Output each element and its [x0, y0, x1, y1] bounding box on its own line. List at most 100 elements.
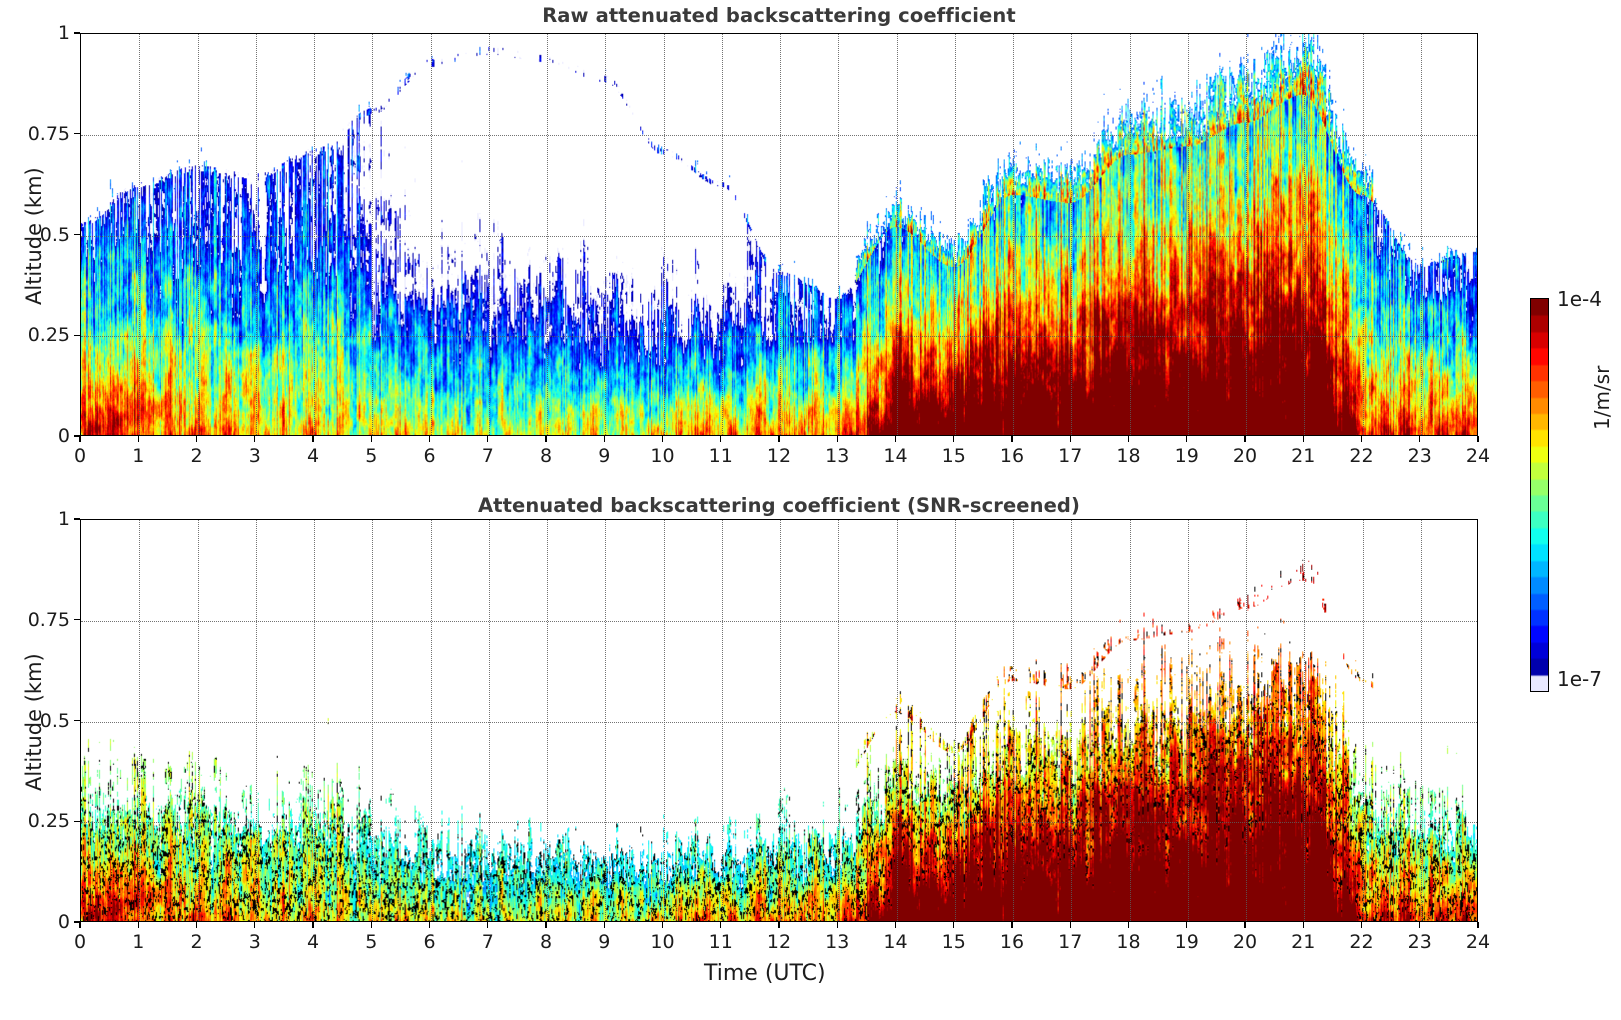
x-tick-bottom: [1244, 922, 1246, 928]
x-tick-label: 7: [481, 445, 494, 467]
x-tick-label: 24: [1465, 445, 1491, 467]
x-tick-label: 0: [73, 445, 87, 467]
x-tick-top: [1244, 436, 1246, 442]
y-tick-top: [74, 233, 80, 236]
x-tick-label: 9: [598, 931, 611, 953]
x-tick-label: 15: [941, 931, 966, 953]
x-tick-label: 9: [598, 445, 611, 467]
x-tick-top: [1069, 436, 1071, 442]
x-tick-label: 8: [539, 445, 553, 467]
x-tick-bottom: [1419, 922, 1421, 928]
x-tick-label: 23: [1407, 445, 1432, 467]
x-tick-label: 20: [1232, 445, 1258, 467]
colorbar-max-label: 1e-4: [1557, 287, 1602, 311]
x-tick-bottom: [1069, 922, 1071, 928]
y-tick-label: 0.5: [39, 223, 70, 246]
x-tick-top: [1302, 436, 1304, 442]
x-tick-label: 22: [1349, 931, 1374, 953]
y-tick-label: 0: [57, 425, 70, 447]
heatmap-screened: [81, 520, 1477, 921]
plot-area-screened[interactable]: [80, 519, 1478, 922]
x-tick-bottom: [778, 922, 780, 928]
panel-title-bottom: Attenuated backscattering coefficient (S…: [477, 494, 1081, 517]
x-tick-top: [1011, 436, 1013, 442]
y-tick-top: [74, 435, 80, 437]
x-tick-label: 18: [1116, 445, 1141, 467]
x-tick-top: [778, 436, 780, 442]
x-tick-label: 8: [539, 931, 553, 953]
y-tick-top: [74, 334, 80, 336]
x-tick-top: [661, 436, 664, 442]
x-tick-label: 6: [423, 931, 436, 953]
heatmap-raw: [81, 34, 1477, 435]
x-tick-label: 16: [999, 931, 1025, 953]
x-tick-top: [1419, 436, 1421, 442]
x-tick-bottom: [79, 922, 81, 928]
x-tick-label: 13: [825, 445, 850, 467]
x-tick-label: 3: [248, 931, 261, 953]
plot-area-raw[interactable]: [80, 33, 1478, 436]
y-tick-top: [74, 133, 80, 135]
x-tick-top: [603, 436, 605, 442]
x-tick-label: 1: [132, 931, 145, 953]
x-tick-label: 13: [825, 931, 850, 953]
x-tick-label: 22: [1349, 445, 1374, 467]
x-tick-top: [487, 436, 489, 442]
x-tick-label: 7: [481, 931, 494, 953]
x-tick-top: [1360, 436, 1363, 442]
x-tick-label: 16: [999, 445, 1025, 467]
x-tick-bottom: [661, 922, 664, 928]
x-tick-label: 14: [883, 931, 908, 953]
x-tick-top: [79, 436, 81, 442]
y-tick-label: 0: [57, 911, 70, 933]
x-tick-label: 1: [132, 445, 145, 467]
x-tick-top: [1127, 436, 1130, 442]
x-tick-bottom: [428, 922, 431, 928]
y-tick-bottom: [74, 820, 80, 822]
x-tick-bottom: [1360, 922, 1363, 928]
y-tick-bottom: [74, 921, 80, 923]
colorbar[interactable]: [1530, 298, 1549, 692]
x-tick-label: 21: [1291, 931, 1316, 953]
x-tick-top: [720, 436, 722, 442]
y-tick-label: 0.75: [27, 122, 70, 145]
x-tick-bottom: [1011, 922, 1013, 928]
y-tick-bottom: [74, 518, 80, 520]
x-tick-label: 20: [1232, 931, 1258, 953]
y-tick-label: 0.75: [27, 608, 70, 631]
x-tick-bottom: [254, 922, 256, 928]
x-tick-label: 3: [248, 445, 261, 467]
x-tick-bottom: [487, 922, 489, 928]
x-tick-label: 12: [766, 931, 792, 953]
x-tick-label: 5: [365, 931, 378, 953]
x-tick-top: [312, 436, 314, 442]
panel-title-top: Raw attenuated backscattering coefficien…: [542, 4, 1016, 27]
x-tick-label: 19: [1174, 931, 1199, 953]
x-tick-bottom: [545, 922, 547, 928]
x-tick-top: [254, 436, 256, 442]
colorbar-gradient: [1530, 298, 1549, 692]
x-tick-bottom: [603, 922, 605, 928]
x-tick-top: [545, 436, 547, 442]
colorbar-min-label: 1e-7: [1557, 667, 1602, 691]
x-tick-label: 24: [1465, 931, 1491, 953]
y-tick-bottom: [74, 719, 80, 722]
x-tick-label: 11: [708, 931, 733, 953]
colorbar-unit-label: 1/m/sr: [1590, 365, 1614, 430]
x-tick-label: 10: [650, 445, 675, 467]
y-tick-label: 0.5: [39, 709, 70, 732]
x-tick-top: [953, 436, 955, 442]
y-tick-bottom: [74, 619, 80, 621]
x-tick-label: 14: [883, 445, 908, 467]
x-tick-label: 17: [1058, 445, 1083, 467]
x-tick-top: [370, 436, 372, 442]
x-tick-label: 21: [1291, 445, 1316, 467]
x-tick-label: 4: [306, 931, 320, 953]
x-tick-label: 2: [190, 931, 203, 953]
y-tick-label: 0.25: [27, 810, 70, 833]
y-tick-top: [74, 32, 80, 34]
x-tick-bottom: [312, 922, 314, 928]
x-tick-bottom: [836, 922, 838, 928]
x-tick-label: 5: [365, 445, 378, 467]
